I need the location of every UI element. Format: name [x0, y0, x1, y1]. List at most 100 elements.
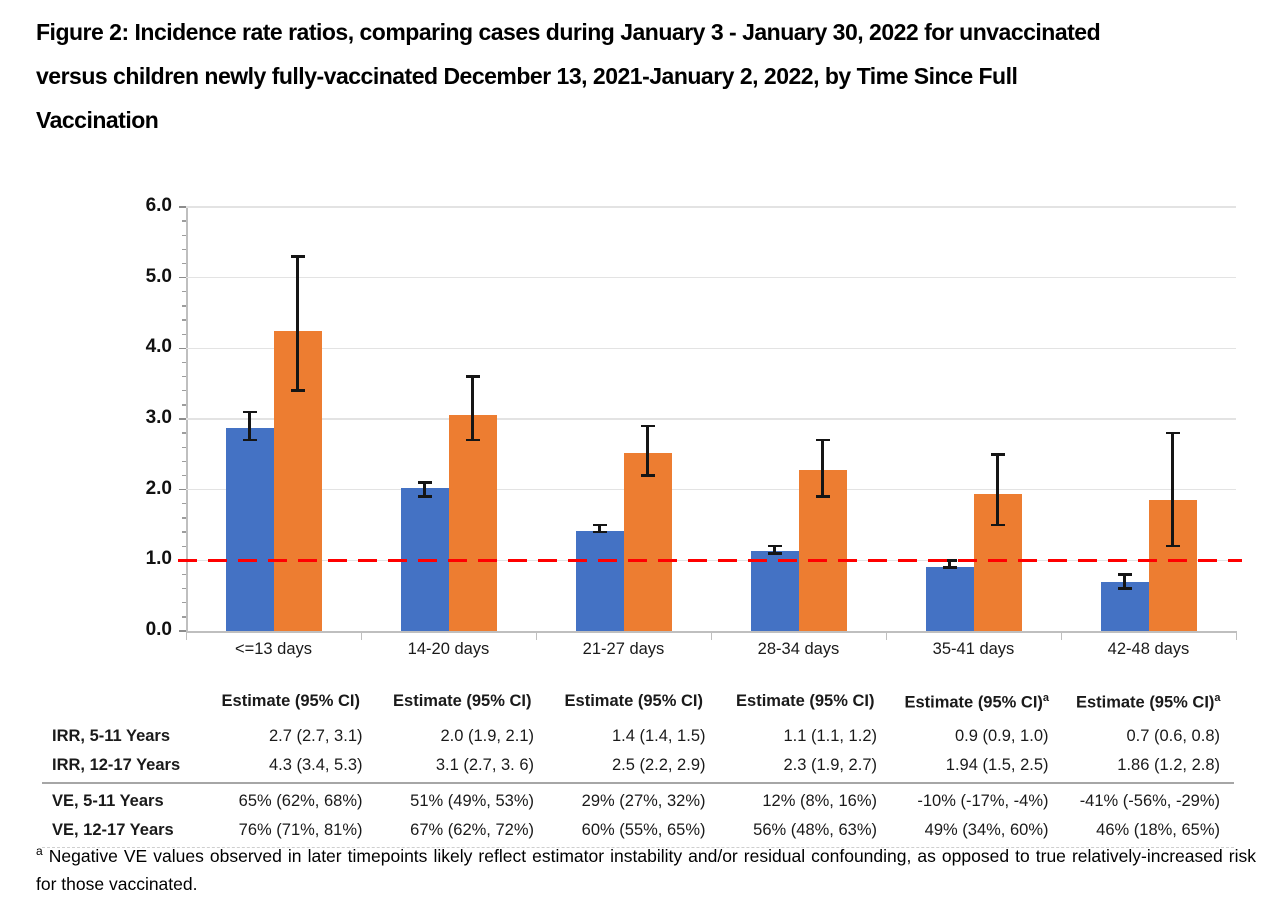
- gridline: [186, 276, 1236, 279]
- y-axis-label: 4.0: [145, 336, 172, 358]
- footnote-text: Negative VE values observed in later tim…: [36, 845, 1256, 894]
- error-bar: [1171, 433, 1174, 547]
- gridline: [186, 206, 1236, 208]
- y-axis-minor-tick: [182, 291, 186, 293]
- table-divider: [42, 781, 1234, 784]
- error-bar-cap-bottom: [767, 551, 782, 555]
- error-bar-cap-top: [990, 453, 1005, 456]
- table-row-label: VE, 5-11 Years: [52, 791, 164, 810]
- table-cell: 1.86 (1.2, 2.8): [1117, 755, 1220, 774]
- x-axis-tick: [886, 631, 888, 640]
- table-cell: -41% (-56%, -29%): [1079, 791, 1220, 810]
- table-cell: 60% (55%, 65%): [581, 820, 706, 839]
- table-cell: 2.5 (2.2, 2.9): [611, 755, 706, 774]
- table-header-cell: Estimate (95% CI): [393, 692, 532, 710]
- y-axis-minor-tick: [182, 573, 186, 576]
- table-cell: 56% (48%, 63%): [753, 820, 877, 839]
- error-bar-cap-bottom: [1117, 587, 1132, 590]
- bar-irr-5-11: [225, 428, 274, 631]
- y-axis-minor-tick: [182, 390, 186, 392]
- figure-title-line: Figure 2: Incidence rate ratios, compari…: [36, 19, 1101, 45]
- error-bar: [296, 256, 299, 391]
- table-cell: 29% (27%, 32%): [581, 791, 706, 810]
- y-axis-minor-tick: [182, 333, 186, 335]
- table-header-cell: Estimate (95% CI)a: [904, 692, 1050, 712]
- y-axis-minor-tick: [182, 361, 186, 364]
- bar-irr-5-11: [925, 567, 974, 631]
- x-axis-tick: [1061, 631, 1063, 640]
- gridline: [186, 488, 1236, 491]
- x-axis-label: 28-34 days: [757, 640, 840, 658]
- y-axis-minor-tick: [182, 375, 186, 378]
- table-cell: 1.4 (1.4, 1.5): [611, 726, 706, 745]
- error-bar-cap-bottom: [417, 495, 432, 499]
- y-axis-minor-tick: [182, 503, 186, 505]
- header-footnote-marker: a: [1042, 692, 1050, 704]
- y-axis-minor-tick: [182, 517, 186, 519]
- x-axis-label: 42-48 days: [1107, 640, 1190, 658]
- table-cell: 0.7 (0.6, 0.8): [1126, 726, 1220, 745]
- error-bar-cap-top: [640, 424, 655, 428]
- error-bar: [1123, 574, 1126, 589]
- bar-irr-12-17: [448, 414, 497, 631]
- error-bar-cap-top: [1165, 431, 1180, 435]
- estimates-table: Estimate (95% CI) Estimate (95% CI) Estima…: [42, 686, 1234, 848]
- error-bar-cap-top: [417, 481, 432, 484]
- table-row-label: IRR, 5-11 Years: [52, 726, 171, 745]
- reference-line: [178, 558, 1242, 563]
- x-axis-label: 21-27 days: [582, 640, 665, 658]
- error-bar-cap-bottom: [942, 566, 957, 569]
- error-bar-cap-top: [767, 544, 782, 548]
- y-axis-minor-tick: [182, 404, 186, 406]
- table-cell: 67% (62%, 72%): [410, 820, 534, 839]
- table-cell: 49% (34%, 60%): [924, 820, 1049, 839]
- x-axis-tick: [1236, 631, 1238, 640]
- error-bar: [423, 482, 426, 497]
- y-axis-tick: [179, 206, 186, 208]
- figure-title-line: Vaccination: [36, 107, 159, 133]
- irr-bar-chart: 0.0 1.0 2.0 3.0 4.0 5.0 6.0 <=13 days 14-20 days…: [146, 195, 1242, 658]
- table-cell: 2.3 (1.9, 2.7): [783, 755, 877, 774]
- y-axis-minor-tick: [182, 531, 186, 533]
- x-axis-tick: [711, 631, 713, 640]
- y-axis-minor-tick: [182, 248, 186, 251]
- y-axis-minor-tick: [182, 305, 186, 307]
- table-cell: 1.94 (1.5, 2.5): [945, 755, 1049, 774]
- y-axis-label: 1.0: [145, 548, 172, 570]
- figure-title-line: versus children newly fully-vaccinated D…: [36, 63, 1018, 89]
- error-bar: [773, 546, 776, 554]
- error-bar: [821, 440, 824, 497]
- y-axis-minor-tick: [182, 587, 186, 590]
- y-axis-minor-tick: [182, 262, 186, 265]
- y-axis-minor-tick: [182, 545, 186, 547]
- y-axis-tick: [179, 488, 186, 491]
- table-cell: 0.9 (0.9, 1.0): [954, 726, 1049, 745]
- bar-irr-5-11: [750, 551, 799, 631]
- x-axis-tick: [536, 631, 538, 640]
- table-header-cell: Estimate (95% CI): [221, 692, 360, 710]
- table-cell: 51% (49%, 53%): [410, 791, 534, 810]
- y-axis-label: 3.0: [145, 407, 172, 428]
- error-bar-cap-bottom: [290, 389, 305, 393]
- table-header-cell: Estimate (95% CI)a: [1075, 692, 1221, 712]
- footnote: a Negative VE values observed in later t…: [36, 837, 1256, 898]
- error-bar: [996, 454, 999, 525]
- bar-irr-12-17: [623, 452, 672, 631]
- error-bar: [598, 525, 601, 533]
- table-cell: 2.7 (2.7, 3.1): [268, 726, 363, 745]
- error-bar-cap-top: [242, 410, 257, 414]
- table-cell: 1.1 (1.1, 1.2): [783, 726, 877, 745]
- table-cell: 4.3 (3.4, 5.3): [268, 755, 363, 774]
- error-bar-cap-bottom: [242, 438, 257, 442]
- table-cell: 2.0 (1.9, 2.1): [440, 726, 534, 745]
- y-axis-minor-tick: [182, 319, 186, 321]
- error-bar-cap-bottom: [640, 474, 655, 477]
- bar-irr-5-11: [575, 531, 624, 631]
- error-bar-cap-bottom: [990, 523, 1005, 527]
- table-row-label: IRR, 12-17 Years: [52, 755, 181, 774]
- error-bar-cap-bottom: [592, 530, 607, 534]
- y-axis-tick: [179, 418, 186, 420]
- x-axis-tick: [361, 631, 363, 640]
- table-header-cell: Estimate (95% CI): [564, 692, 703, 710]
